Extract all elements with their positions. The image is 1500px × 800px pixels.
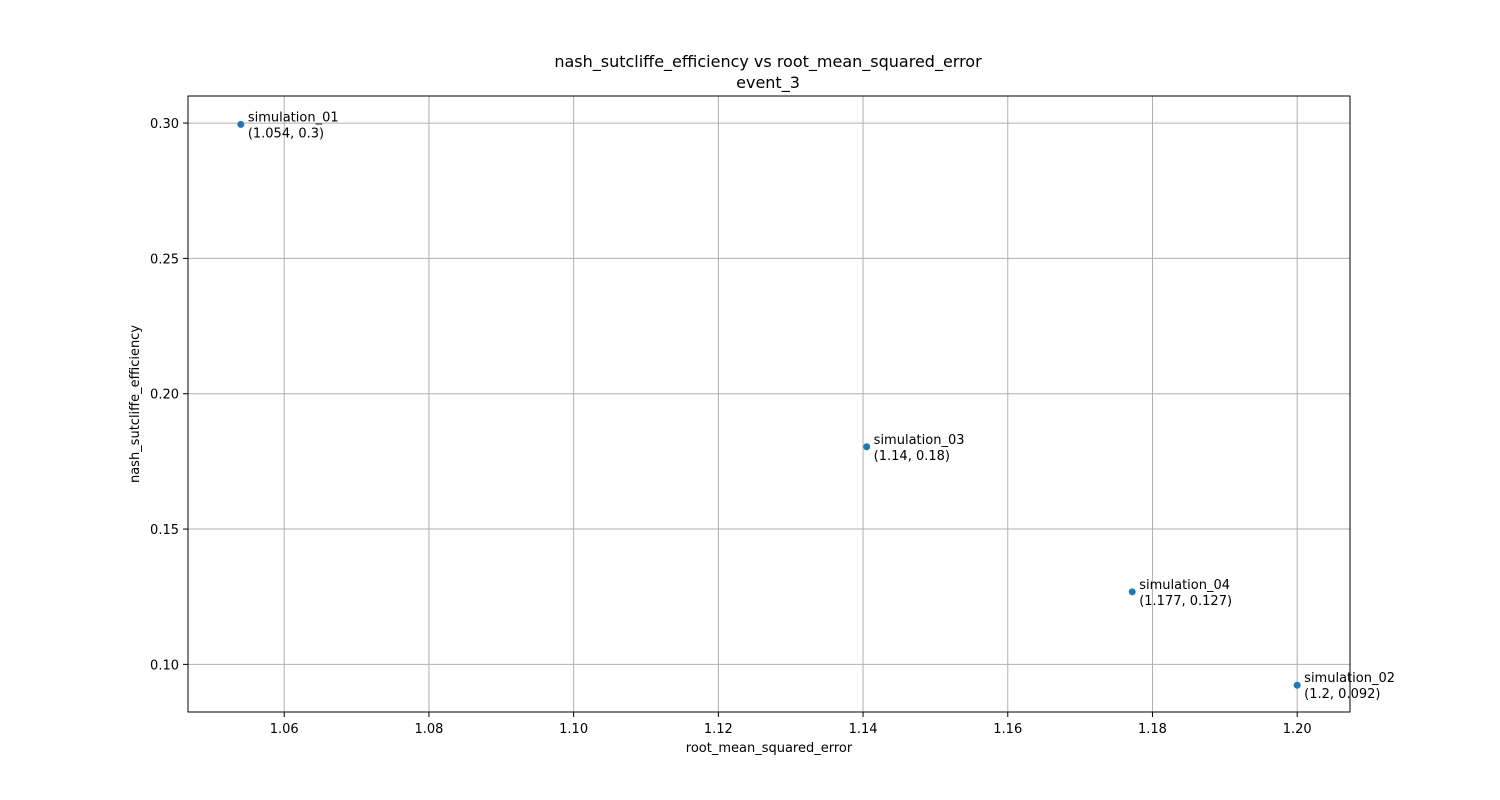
- scatter-marker: [1293, 681, 1301, 689]
- scatter-marker: [237, 120, 245, 128]
- scatter-marker: [863, 443, 871, 451]
- point-name-label: simulation_04: [1139, 578, 1230, 593]
- point-coord-label: (1.054, 0.3): [248, 126, 324, 141]
- x-tick-label: 1.16: [993, 722, 1022, 737]
- y-tick-label: 0.20: [150, 388, 179, 403]
- point-coord-label: (1.2, 0.092): [1304, 687, 1380, 702]
- data-point-simulation_03: simulation_03(1.14, 0.18): [863, 433, 964, 464]
- y-tick-label: 0.10: [150, 658, 179, 673]
- x-tick-label: 1.18: [1138, 722, 1167, 737]
- x-tick-label: 1.08: [414, 722, 443, 737]
- y-tick-label: 0.30: [150, 117, 179, 132]
- x-tick-label: 1.14: [849, 722, 878, 737]
- point-name-label: simulation_01: [248, 110, 339, 125]
- point-coord-label: (1.14, 0.18): [874, 449, 950, 464]
- plot-frame: [187, 95, 1351, 713]
- x-tick-label: 1.20: [1283, 722, 1312, 737]
- x-tick-label: 1.06: [270, 722, 299, 737]
- y-tick-label: 0.15: [150, 523, 179, 538]
- y-axis-label: nash_sutcliffe_efficiency: [128, 325, 143, 483]
- x-axis-label: root_mean_squared_error: [686, 741, 853, 756]
- axis-ticks: 1.06 1.08 1.10 1.12 1.14 1.16 1.18 1.20 0.10 0.15…: [150, 117, 1312, 737]
- chart-subtitle: event_3: [736, 73, 800, 93]
- data-point-simulation_04: simulation_04(1.177, 0.127): [1128, 578, 1232, 609]
- point-coord-label: (1.177, 0.127): [1139, 594, 1232, 609]
- data-point-simulation_02: simulation_02(1.2, 0.092): [1293, 671, 1395, 702]
- grid-lines: [188, 96, 1350, 712]
- x-tick-label: 1.10: [559, 722, 588, 737]
- chart-title: nash_sutcliffe_efficiency vs root_mean_s…: [554, 52, 982, 72]
- y-tick-label: 0.25: [150, 252, 179, 267]
- point-name-label: simulation_03: [874, 433, 965, 448]
- x-tick-label: 1.12: [704, 722, 733, 737]
- data-point-simulation_01: simulation_01(1.054, 0.3): [237, 110, 339, 141]
- scatter-marker: [1128, 588, 1136, 596]
- data-points: simulation_01(1.054, 0.3)simulation_03(1…: [237, 110, 1395, 702]
